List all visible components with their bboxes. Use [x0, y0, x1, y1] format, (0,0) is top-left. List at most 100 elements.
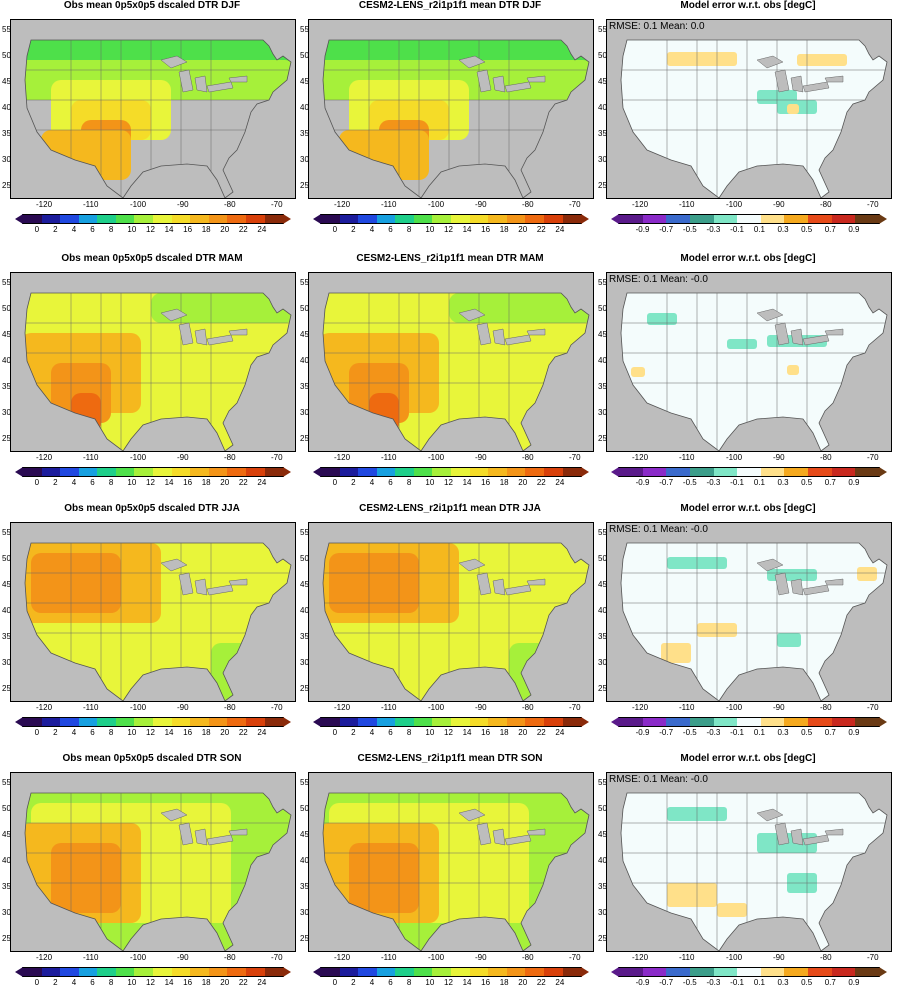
lon-tick-label: -90 — [475, 200, 487, 209]
colorbar-tick-label: 0.1 — [753, 478, 765, 487]
colorbar-tick-label: 4 — [71, 978, 77, 987]
colorbar-tick-label: 2 — [53, 978, 58, 987]
colorbar-tick-label: 24 — [257, 978, 267, 987]
colorbar-segment — [506, 215, 526, 223]
colorbar-segment — [413, 215, 433, 223]
colorbar-segment — [413, 468, 433, 476]
colorbar-tick-label: 6 — [90, 225, 95, 234]
lat-tick-label: 50 — [300, 804, 309, 813]
colorbar-segment — [339, 718, 359, 726]
colorbar-segment — [543, 215, 563, 223]
colorbar-tick-label: 12 — [146, 728, 155, 737]
colorbar-left-arrow — [15, 214, 23, 224]
colorbar-tick-label: 14 — [164, 978, 174, 987]
colorbar-segment — [358, 718, 377, 726]
lon-tick-label: -100 — [130, 703, 147, 712]
colorbar-tick-label: 20 — [518, 225, 528, 234]
colorbar-segment — [245, 968, 265, 976]
panel-title: Model error w.r.t. obs [degC] — [680, 503, 816, 514]
lon-tick-label: -70 — [569, 200, 581, 209]
colorbar-segment — [737, 968, 761, 976]
lat-tick-label: 25 — [300, 434, 309, 443]
colorbar-segment — [41, 968, 61, 976]
colorbar-tick-label: 18 — [201, 225, 211, 234]
lat-tick-label: 30 — [2, 155, 11, 164]
map-plot — [620, 792, 888, 951]
colorbar-segment — [321, 718, 340, 726]
colorbar-tick-label: -0.5 — [682, 478, 697, 487]
map-frame — [10, 19, 296, 199]
colorbar-segment — [60, 215, 79, 223]
lon-tick-label: -120 — [334, 953, 351, 962]
colorbar — [15, 717, 291, 727]
colorbar-tick-label: -0.7 — [659, 978, 674, 987]
colorbar-tick-label: 0.7 — [824, 728, 836, 737]
land-field — [621, 543, 887, 701]
lon-tick-label: -70 — [271, 200, 283, 209]
colorbar-segment — [264, 468, 284, 476]
map-frame: RMSE: 0.1 Mean: -0.0 — [606, 772, 892, 952]
panel-title: CESM2-LENS_r2i1p1f1 mean DTR MAM — [356, 253, 544, 264]
lon-tick-label: -80 — [522, 953, 534, 962]
colorbar-tick-label: 18 — [499, 478, 509, 487]
colorbar-tick-label: 10 — [425, 978, 435, 987]
panel-obs-mam: Obs mean 0p5x0p5 dscaled DTR MAM 55 50 45 40… — [2, 253, 296, 503]
lon-tick-label: -80 — [522, 453, 534, 462]
lat-tick-label: 40 — [300, 356, 309, 365]
lat-tick-label: 30 — [300, 408, 309, 417]
lon-tick-label: -120 — [632, 703, 649, 712]
colorbar-segment — [376, 468, 396, 476]
colorbar-segment — [562, 215, 582, 223]
colorbar-tick-label: 24 — [257, 728, 267, 737]
colorbar-tick-label: 0.3 — [777, 978, 789, 987]
lat-tick-label: 30 — [598, 408, 607, 417]
lat-tick-label: 40 — [2, 606, 11, 615]
lon-tick-label: -100 — [726, 453, 743, 462]
colorbar-segment — [808, 215, 832, 223]
colorbar-tick-label: 4 — [369, 978, 375, 987]
colorbar-tick-label: 6 — [90, 728, 95, 737]
colorbar-tick-label: 14 — [462, 978, 472, 987]
colorbar-tick-label: -0.7 — [659, 728, 674, 737]
land-field — [323, 293, 589, 451]
colorbar-segment — [321, 968, 340, 976]
colorbar-segment — [784, 215, 809, 223]
colorbar-tick-label: 0.7 — [824, 225, 836, 234]
colorbar-tick-label: 12 — [146, 978, 155, 987]
colorbar-tick-label: 8 — [108, 728, 114, 737]
lon-tick-label: -100 — [726, 703, 743, 712]
colorbar-tick-label: 0 — [332, 478, 338, 487]
colorbar-segment — [395, 468, 414, 476]
colorbar-segment — [227, 215, 246, 223]
lon-tick-label: -110 — [679, 453, 695, 462]
lon-tick-label: -120 — [36, 453, 53, 462]
lat-tick-label: 40 — [300, 103, 309, 112]
colorbar-segment — [134, 468, 154, 476]
colorbar-tick-label: 0 — [34, 728, 40, 737]
colorbar-segment — [525, 718, 544, 726]
colorbar-segment — [134, 968, 154, 976]
colorbar-segment — [97, 468, 116, 476]
lon-tick-label: -70 — [569, 453, 581, 462]
lon-tick-label: -70 — [271, 953, 283, 962]
lat-tick-label: 35 — [598, 129, 607, 138]
lon-tick-label: -90 — [773, 453, 785, 462]
colorbar-left-arrow — [611, 467, 619, 477]
panel-title: Obs mean 0p5x0p5 dscaled DTR JJA — [64, 503, 240, 514]
lon-tick-label: -100 — [428, 953, 445, 962]
colorbar-segment — [619, 215, 643, 223]
colorbar-segment — [488, 468, 507, 476]
colorbar-segment — [831, 718, 856, 726]
colorbar — [313, 967, 589, 977]
colorbar-segment — [855, 718, 880, 726]
colorbar-segment — [713, 968, 738, 976]
colorbar-segment — [376, 968, 396, 976]
lat-tick-label: 25 — [2, 934, 11, 943]
colorbar-segment — [208, 968, 228, 976]
colorbar-segment — [469, 718, 489, 726]
colorbar-segment — [451, 215, 470, 223]
panel-model-djf: CESM2-LENS_r2i1p1f1 mean DTR DJF 55 50 45 40… — [300, 0, 594, 250]
lat-tick-label: 35 — [300, 129, 309, 138]
colorbar-segment — [855, 215, 880, 223]
lon-tick-label: -90 — [177, 453, 189, 462]
